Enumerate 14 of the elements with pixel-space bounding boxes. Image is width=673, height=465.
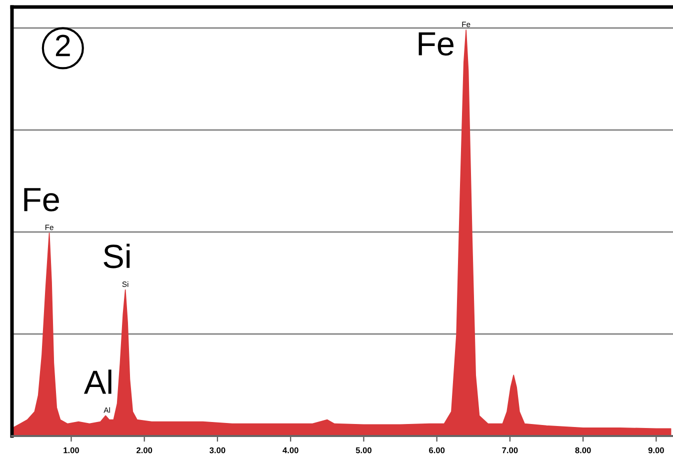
x-tick-label: 5.00 (356, 447, 372, 454)
x-tick-label: 7.00 (502, 447, 518, 454)
x-tick-label: 8.00 (575, 447, 591, 454)
annotation: Al (84, 370, 112, 394)
annotation: 2 (56, 34, 70, 56)
x-tick-label: 6.00 (429, 447, 445, 454)
annotation: Si (104, 244, 130, 268)
x-tick-label: 4.00 (282, 447, 298, 454)
annotation: Fe (418, 32, 454, 56)
x-tick-label: 1.00 (64, 447, 79, 454)
x-tick-label: 2.00 (136, 447, 152, 454)
x-tick-label: 9.00 (648, 447, 664, 454)
x-tick-label: 3.00 (210, 447, 226, 454)
annotation: Fe (24, 188, 59, 212)
